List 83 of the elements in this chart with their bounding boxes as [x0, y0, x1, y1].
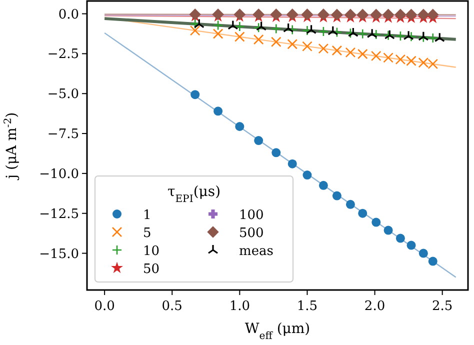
- point: [256, 20, 267, 31]
- point: [306, 24, 317, 34]
- x-axis-title: W$_{eff}$ (μm): [244, 321, 310, 342]
- point: [272, 148, 281, 158]
- point: [395, 30, 406, 42]
- point: [428, 32, 438, 44]
- x-tick-label: 0.0: [94, 299, 115, 314]
- point: [372, 218, 381, 227]
- point: [346, 200, 355, 209]
- point: [418, 8, 430, 20]
- point: [234, 21, 245, 32]
- point: [234, 32, 245, 42]
- point: [253, 22, 264, 33]
- y-tick-label: −2.5: [47, 47, 79, 62]
- y-tick-label: −15.0: [39, 246, 79, 262]
- legend-label: 5: [143, 226, 152, 241]
- point: [345, 28, 356, 38]
- point: [406, 240, 416, 250]
- point: [366, 28, 378, 38]
- point: [228, 20, 238, 30]
- point: [302, 25, 312, 36]
- x-tick-label: 2.0: [364, 299, 386, 314]
- point: [287, 38, 298, 50]
- point: [318, 26, 329, 37]
- x-tick-label: 1.5: [296, 299, 318, 314]
- point: [370, 50, 382, 62]
- point: [332, 191, 342, 200]
- legend-label: 500: [239, 226, 264, 241]
- point: [302, 41, 312, 52]
- y-tick-label: −5.0: [47, 87, 79, 102]
- legend-title: τ$_{EPI}$(μs): [167, 184, 221, 204]
- y-tick-label: 0.0: [58, 7, 79, 22]
- point: [357, 48, 368, 60]
- point: [318, 43, 329, 54]
- point: [253, 34, 264, 45]
- x-tick-label: 2.5: [432, 299, 453, 314]
- point: [394, 8, 406, 20]
- x-tick-label: 1.0: [229, 299, 250, 314]
- point: [418, 248, 428, 258]
- point: [383, 52, 394, 63]
- point: [190, 25, 200, 36]
- point: [382, 8, 394, 20]
- y-tick-label: −12.5: [39, 206, 79, 222]
- point: [332, 45, 342, 56]
- legend-label: 50: [143, 262, 160, 277]
- point: [427, 8, 439, 20]
- point: [428, 256, 438, 266]
- point: [271, 36, 282, 48]
- point: [283, 22, 294, 32]
- point: [332, 27, 342, 38]
- point: [384, 226, 393, 235]
- point: [212, 20, 224, 30]
- point: [235, 122, 244, 131]
- legend-label: 100: [239, 208, 264, 223]
- point: [358, 208, 368, 218]
- y-tick-label: −7.5: [47, 127, 79, 142]
- point: [214, 106, 223, 116]
- point: [190, 90, 200, 100]
- point: [344, 8, 356, 20]
- point: [318, 180, 328, 190]
- point: [302, 170, 312, 180]
- point: [212, 28, 224, 39]
- point: [403, 30, 414, 40]
- point: [396, 234, 405, 243]
- point: [287, 24, 298, 35]
- legend-label: 10: [143, 244, 160, 259]
- point: [328, 26, 338, 36]
- legend-label: 1: [143, 208, 152, 223]
- legend-label: meas: [239, 244, 274, 259]
- point: [356, 8, 368, 20]
- point: [348, 27, 358, 37]
- point: [370, 8, 382, 20]
- point: [254, 136, 264, 146]
- point: [357, 28, 368, 40]
- y-tick-label: −10.0: [39, 166, 79, 182]
- point: [345, 47, 356, 58]
- point: [288, 159, 297, 168]
- x-tick-label: 0.5: [162, 299, 182, 314]
- point: [406, 31, 416, 42]
- point: [405, 8, 418, 20]
- point: [194, 18, 204, 28]
- point: [271, 24, 282, 34]
- point: [434, 32, 445, 42]
